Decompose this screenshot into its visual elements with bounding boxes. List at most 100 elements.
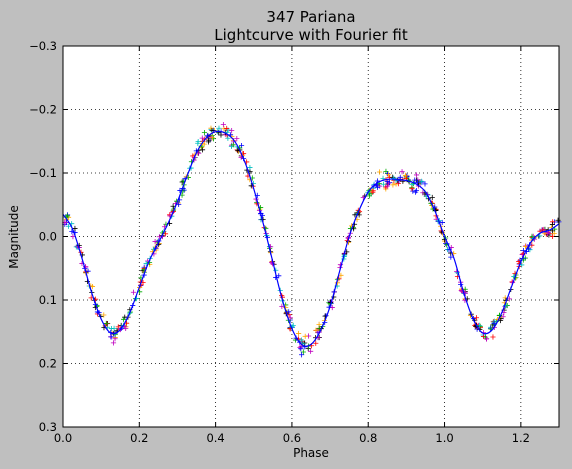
data-point bbox=[201, 130, 208, 136]
data-point bbox=[483, 336, 490, 342]
data-point bbox=[64, 213, 70, 219]
data-point bbox=[199, 135, 205, 141]
data-point bbox=[279, 303, 285, 309]
data-points bbox=[62, 122, 562, 358]
data-point bbox=[419, 178, 425, 184]
data-point bbox=[199, 147, 206, 153]
data-point bbox=[286, 309, 292, 315]
data-point bbox=[101, 312, 107, 318]
data-point bbox=[247, 164, 253, 171]
data-point bbox=[308, 348, 314, 354]
chart-subtitle: Lightcurve with Fourier fit bbox=[214, 26, 408, 44]
data-point bbox=[230, 142, 236, 148]
data-point bbox=[329, 304, 335, 311]
data-point bbox=[65, 223, 72, 229]
y-axis-label: Magnitude bbox=[7, 205, 21, 269]
x-tick-label: 0.0 bbox=[54, 431, 72, 445]
data-point bbox=[522, 243, 529, 250]
data-point bbox=[377, 183, 383, 189]
y-tick-label: −0.3 bbox=[29, 39, 57, 53]
data-point bbox=[216, 125, 222, 131]
data-point bbox=[384, 183, 390, 189]
data-point bbox=[115, 324, 121, 330]
data-point bbox=[473, 315, 479, 321]
data-point bbox=[297, 345, 303, 351]
data-point bbox=[395, 181, 401, 187]
data-point bbox=[103, 320, 109, 327]
data-point bbox=[121, 316, 127, 322]
data-point bbox=[179, 179, 185, 185]
data-point bbox=[72, 225, 78, 232]
data-point bbox=[376, 169, 383, 175]
data-point bbox=[410, 188, 416, 194]
y-tick-label: 0.1 bbox=[39, 293, 57, 307]
fourier-fit-line bbox=[62, 130, 560, 347]
data-point bbox=[112, 336, 118, 342]
data-point bbox=[313, 340, 319, 346]
data-point bbox=[385, 172, 392, 178]
data-point bbox=[208, 125, 214, 131]
data-point bbox=[152, 238, 158, 245]
data-point bbox=[218, 132, 224, 138]
data-point bbox=[390, 182, 396, 188]
data-point bbox=[299, 352, 305, 358]
data-point bbox=[276, 273, 282, 279]
data-point bbox=[220, 122, 226, 128]
data-point bbox=[70, 234, 76, 240]
data-point bbox=[537, 233, 543, 239]
data-point bbox=[234, 135, 240, 142]
x-tick-label: 1.2 bbox=[512, 431, 530, 445]
data-point bbox=[399, 169, 405, 175]
x-tick-labels: 0.0 0.2 0.4 0.6 0.8 1.0 1.2 bbox=[54, 431, 530, 445]
data-point bbox=[391, 175, 397, 181]
data-point bbox=[386, 180, 393, 186]
data-point bbox=[313, 327, 319, 333]
y-tick-label: −0.2 bbox=[29, 103, 57, 117]
data-point bbox=[477, 323, 483, 329]
data-point bbox=[130, 289, 137, 295]
data-point bbox=[224, 125, 230, 132]
data-point bbox=[422, 181, 428, 187]
data-point bbox=[409, 186, 415, 192]
data-point bbox=[383, 168, 389, 175]
data-point bbox=[108, 334, 114, 340]
x-tick-label: 0.8 bbox=[359, 431, 377, 445]
data-point bbox=[413, 188, 419, 194]
data-point bbox=[414, 179, 421, 185]
data-point bbox=[551, 231, 557, 237]
data-point bbox=[374, 184, 381, 190]
data-point bbox=[210, 136, 217, 142]
data-point bbox=[414, 172, 420, 178]
data-point bbox=[527, 247, 533, 253]
x-axis-label: Phase bbox=[293, 446, 329, 460]
data-point bbox=[206, 137, 212, 143]
data-point bbox=[162, 231, 169, 237]
data-point bbox=[296, 330, 302, 337]
data-point bbox=[196, 150, 202, 156]
data-point bbox=[300, 349, 306, 355]
data-point bbox=[195, 139, 201, 145]
data-point bbox=[555, 217, 561, 223]
x-tick-label: 0.6 bbox=[283, 431, 301, 445]
data-point bbox=[549, 221, 555, 228]
fourier-fit bbox=[62, 130, 560, 347]
data-point bbox=[302, 333, 308, 339]
axis-ticks bbox=[62, 45, 559, 428]
x-tick-label: 0.4 bbox=[206, 431, 224, 445]
data-point bbox=[549, 228, 556, 234]
y-tick-label: 0.3 bbox=[39, 420, 57, 434]
data-point bbox=[298, 337, 305, 343]
data-point bbox=[477, 322, 483, 328]
y-tick-label: −0.1 bbox=[29, 166, 57, 180]
data-point bbox=[429, 194, 435, 201]
x-tick-label: 0.2 bbox=[130, 431, 148, 445]
data-point bbox=[110, 340, 117, 346]
data-point bbox=[229, 128, 235, 134]
x-tick-label: 1.0 bbox=[435, 431, 453, 445]
data-point bbox=[108, 325, 114, 332]
data-point bbox=[225, 135, 231, 141]
data-point bbox=[490, 334, 496, 340]
data-point bbox=[412, 177, 418, 183]
y-tick-labels: −0.3 −0.2 −0.1 0.0 0.1 0.2 0.3 bbox=[29, 39, 57, 434]
